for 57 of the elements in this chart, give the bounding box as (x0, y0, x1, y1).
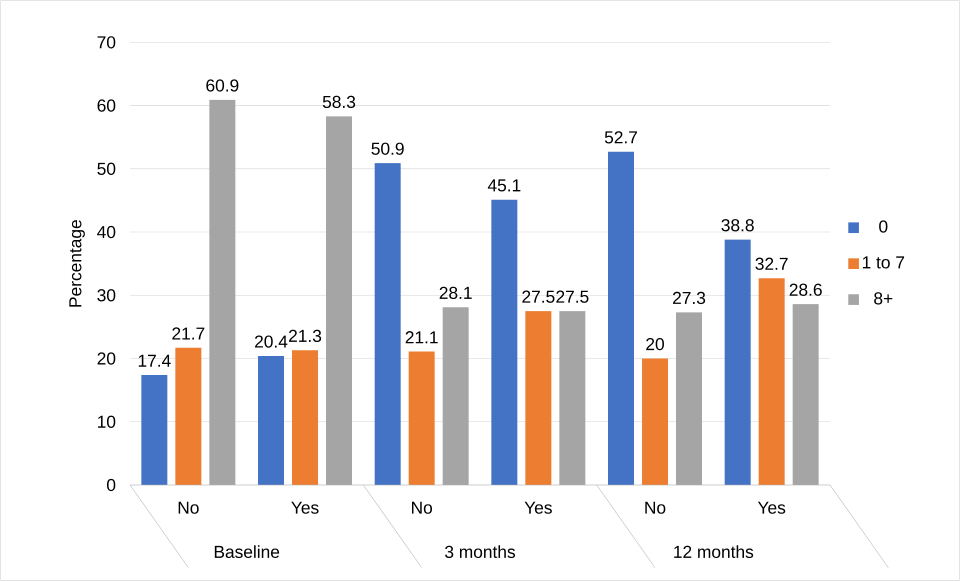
text: Baseline (214, 545, 280, 558)
y-tick-label: 0 (106, 478, 116, 492)
y-tick-label: 50 (97, 162, 116, 175)
x-tick-label: Yes (291, 502, 319, 514)
legend-label: 0 (879, 220, 888, 233)
data-label: 38.8 (721, 219, 754, 232)
x-tick-label: Yes (524, 502, 552, 514)
bar (326, 116, 352, 485)
y-tick-label: 40 (97, 226, 116, 238)
data-label: 28.1 (440, 286, 472, 300)
data-label: 58.3 (322, 96, 356, 108)
data-label: 27.5 (556, 290, 588, 303)
y-axis-title: Percentage (69, 220, 85, 307)
y-tick-label: 20 (98, 352, 116, 365)
data-label: 45.1 (488, 179, 520, 192)
bar (642, 358, 668, 485)
bar (724, 240, 751, 485)
bar (559, 311, 586, 485)
data-label: 50.9 (371, 142, 404, 155)
data-label: 20 (646, 338, 664, 350)
bar (676, 312, 702, 485)
data-label: 21.3 (289, 330, 322, 342)
legend-label: 1 to 7 (862, 256, 904, 268)
bar (792, 304, 819, 485)
y-tick-label: 10 (98, 416, 116, 428)
bar (442, 307, 469, 485)
bar (525, 311, 552, 485)
bar (608, 152, 634, 485)
data-label: 20.4 (255, 335, 288, 348)
data-label: 52.7 (604, 131, 637, 144)
data-label: 60.9 (206, 79, 238, 92)
text: 12 months (674, 545, 754, 558)
y-tick-label: 60 (98, 99, 116, 112)
bar (209, 100, 236, 485)
bar (141, 374, 168, 485)
bar (491, 200, 518, 485)
y-tick-label: 30 (97, 289, 116, 302)
data-label: 17.4 (138, 354, 171, 367)
bar (758, 278, 785, 485)
data-label: 27.5 (522, 290, 554, 303)
y-tick-label: 70 (98, 36, 116, 48)
bar (374, 163, 401, 485)
x-tick-label: Yes (758, 502, 786, 514)
text: 3 months (445, 545, 516, 558)
data-label: 32.7 (755, 258, 788, 270)
data-label: 27.3 (673, 292, 706, 304)
x-tick-label: No (178, 502, 199, 514)
data-label: 21.7 (172, 327, 204, 340)
legend-label: 8+ (874, 292, 892, 305)
bar (258, 356, 284, 485)
x-tick-label: No (412, 502, 432, 514)
data-label: 21.1 (406, 331, 438, 344)
data-label: 28.6 (790, 284, 822, 296)
bar (408, 352, 435, 485)
bar (292, 350, 318, 485)
x-tick-label: No (645, 502, 666, 514)
bar (175, 348, 202, 485)
